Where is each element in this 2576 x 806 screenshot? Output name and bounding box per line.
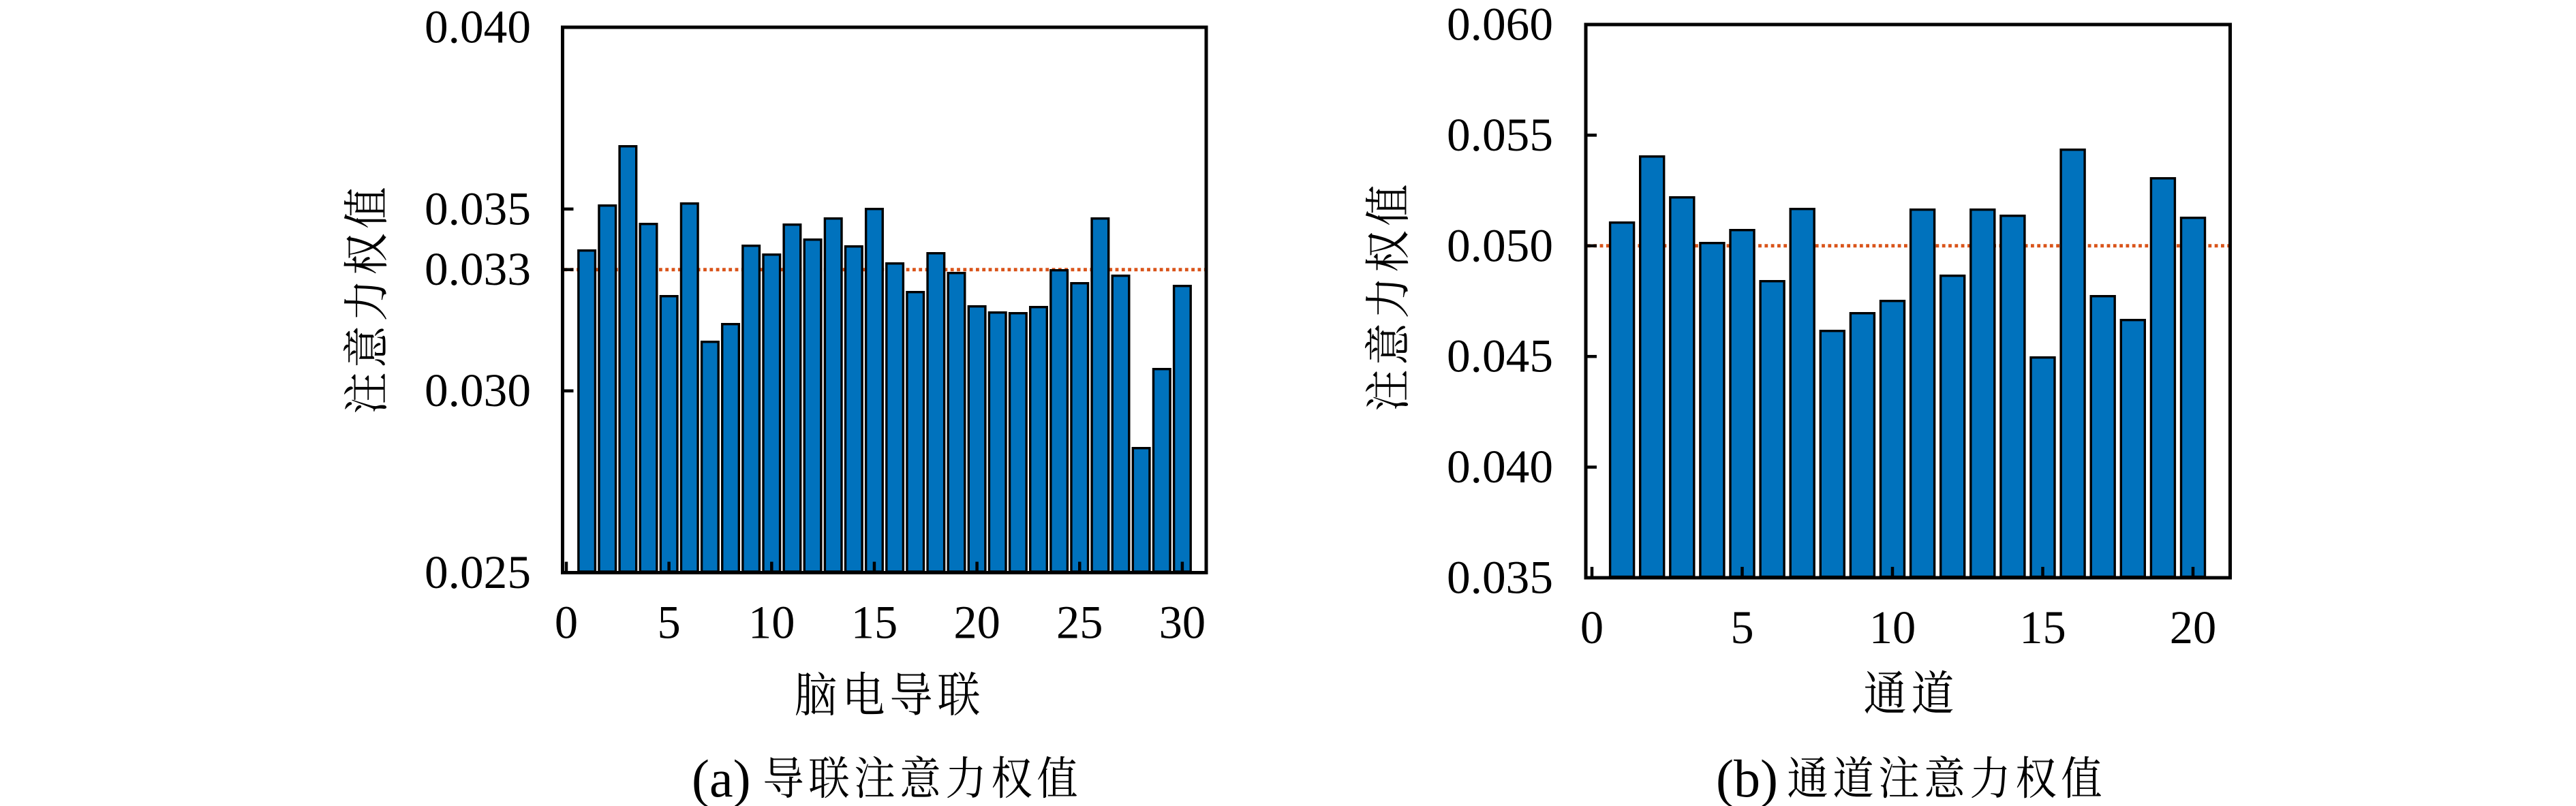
svg-text:15: 15 [851, 597, 898, 649]
svg-text:5: 5 [658, 597, 681, 649]
svg-text:0.050: 0.050 [1447, 219, 1553, 271]
svg-text:0.040: 0.040 [425, 1, 531, 53]
svg-text:15: 15 [2019, 602, 2066, 653]
svg-text:0.033: 0.033 [425, 243, 531, 295]
svg-text:10: 10 [1869, 602, 1916, 653]
svg-text:(b): (b) [1716, 749, 1778, 806]
svg-text:0.035: 0.035 [1447, 552, 1553, 604]
svg-text:25: 25 [1056, 597, 1103, 649]
svg-text:0.060: 0.060 [1447, 0, 1553, 50]
svg-text:20: 20 [953, 597, 1000, 649]
svg-text:5: 5 [1730, 602, 1753, 653]
svg-text:0.030: 0.030 [425, 365, 531, 416]
svg-text:0.025: 0.025 [425, 546, 531, 598]
svg-text:0.055: 0.055 [1447, 109, 1553, 161]
svg-text:0.040: 0.040 [1447, 441, 1553, 493]
svg-text:0: 0 [1580, 602, 1604, 653]
svg-text:(a): (a) [692, 749, 751, 806]
svg-text:0.035: 0.035 [425, 183, 531, 234]
svg-text:10: 10 [748, 597, 795, 649]
svg-text:0.045: 0.045 [1447, 330, 1553, 382]
svg-text:20: 20 [2170, 602, 2217, 653]
svg-text:30: 30 [1159, 597, 1206, 649]
svg-text:0: 0 [555, 597, 578, 649]
